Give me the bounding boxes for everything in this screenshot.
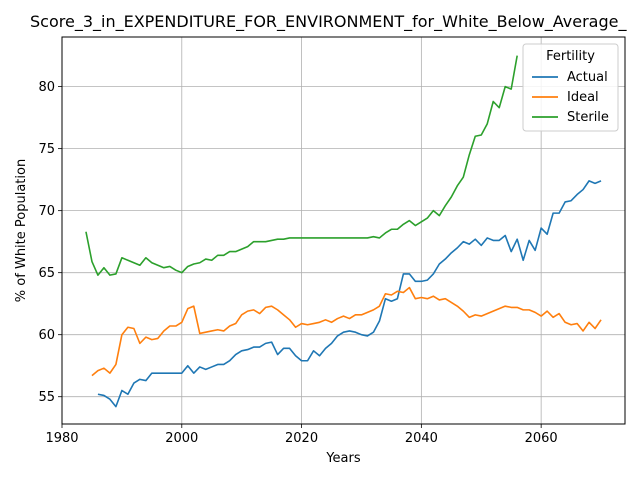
x-tick-label: 1980 xyxy=(45,431,78,446)
y-tick-label: 70 xyxy=(38,204,55,219)
axis-ticks: 1980 2000 2020 2040 2060 55 60 65 70 75 80 xyxy=(38,80,557,446)
series-line-sterile xyxy=(85,55,518,276)
x-tick-label: 2040 xyxy=(405,431,438,446)
y-axis-label: % of White Population xyxy=(14,159,29,302)
series-layer xyxy=(85,55,602,408)
y-tick-label: 65 xyxy=(38,266,55,281)
chart-title: Score_3_in_EXPENDITURE_FOR_ENVIRONMENT_f… xyxy=(30,12,627,32)
legend-label-sterile: Sterile xyxy=(567,110,609,125)
x-tick-label: 2020 xyxy=(285,431,318,446)
series-line-actual xyxy=(97,180,602,408)
series-line-ideal xyxy=(91,286,602,377)
y-tick-label: 75 xyxy=(38,142,55,157)
legend-label-ideal: Ideal xyxy=(567,90,599,105)
y-tick-label: 60 xyxy=(38,328,55,343)
legend: Fertility Actual Ideal Sterile xyxy=(522,43,619,132)
x-tick-label: 2000 xyxy=(165,431,198,446)
plot-frame xyxy=(61,36,626,425)
y-tick-label: 80 xyxy=(38,80,55,95)
legend-box xyxy=(522,43,619,132)
x-tick-label: 2060 xyxy=(525,431,558,446)
legend-title: Fertility xyxy=(546,49,595,64)
legend-label-actual: Actual xyxy=(567,70,608,85)
y-tick-label: 55 xyxy=(38,390,55,405)
x-axis-label: Years xyxy=(325,451,361,466)
